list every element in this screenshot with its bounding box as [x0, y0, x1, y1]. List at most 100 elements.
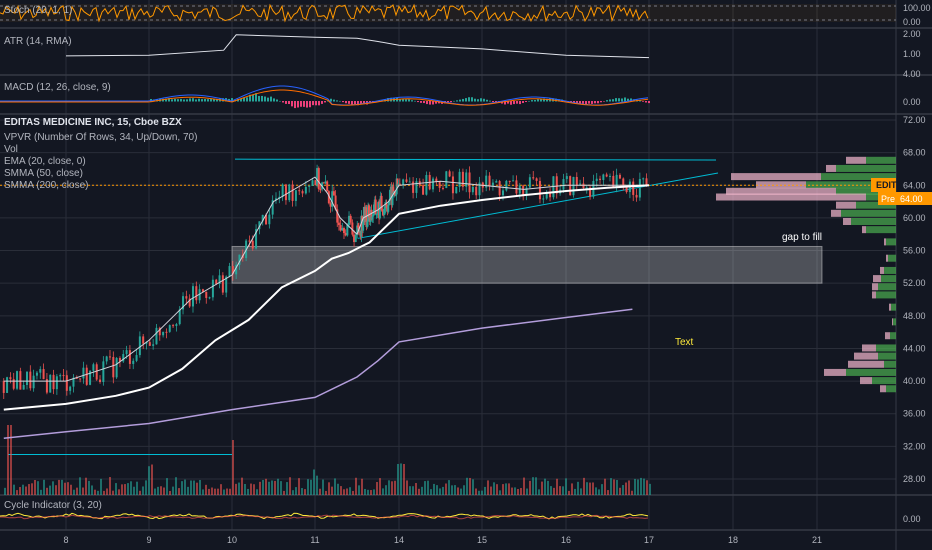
smma50-label[interactable]: SMMA (50, close): [4, 168, 83, 179]
candle-body: [602, 174, 605, 180]
stoch-pane[interactable]: [0, 3, 896, 23]
y-tick-label: 2.00: [903, 29, 921, 39]
macd-hist-bar: [468, 97, 470, 102]
macd-hist-bar: [648, 101, 650, 104]
volume-bar: [34, 479, 36, 495]
candle-body: [22, 385, 25, 390]
candle-body: [178, 309, 181, 325]
volume-bar: [100, 478, 102, 495]
volume-bar: [598, 489, 600, 495]
volume-bar: [178, 488, 180, 495]
candle-body: [508, 180, 511, 182]
time-axis[interactable]: 8 9 10 11 14 15 16 17 18 21: [63, 535, 822, 545]
macd-hist-bar: [603, 101, 605, 102]
macd-hist-bar: [276, 99, 278, 102]
macd-hist-bar: [408, 99, 410, 102]
gap-annotation[interactable]: gap to fill: [782, 232, 822, 243]
volume-bar: [277, 478, 279, 495]
volume-bar: [82, 487, 84, 495]
volume-bar: [7, 425, 9, 495]
macd-hist-bar: [267, 97, 269, 102]
volume-bar: [529, 480, 531, 495]
macd-hist-bar: [426, 101, 428, 105]
candle-body: [9, 377, 12, 380]
macd-hist-bar: [357, 101, 359, 106]
x-tick-label: 16: [561, 535, 571, 545]
volume-bar: [418, 488, 420, 495]
vp-bar-up: [878, 352, 896, 360]
candle-body: [342, 228, 345, 234]
candle-body: [122, 354, 125, 362]
macd-hist-bar: [525, 101, 527, 103]
volume-bar: [235, 483, 237, 495]
candle-body: [535, 178, 538, 181]
volume-bar: [289, 477, 291, 495]
candle-body: [380, 195, 383, 211]
volume-bar: [43, 479, 45, 495]
volume-bar: [4, 487, 6, 495]
vp-bar-down: [843, 217, 851, 225]
volume-bar: [292, 490, 294, 495]
candle-body: [385, 203, 388, 208]
macd-hist-bar: [213, 98, 215, 102]
x-tick-label: 10: [227, 535, 237, 545]
text-annotation[interactable]: Text: [675, 337, 694, 348]
volume-bar: [565, 478, 567, 495]
vp-bar-up: [878, 283, 896, 291]
stoch-label[interactable]: Stoch (20, 1, 1): [4, 5, 72, 16]
price-axis[interactable]: 100.00 0.00 2.00 1.00 4.00 0.00 0.00 72.00 68.00…: [903, 3, 931, 524]
volume-bar: [553, 487, 555, 495]
macd-hist-bar: [507, 101, 509, 104]
cycle-pane[interactable]: [0, 512, 649, 520]
candle-body: [488, 175, 491, 186]
macd-label[interactable]: MACD (12, 26, close, 9): [4, 82, 111, 93]
volume-bar: [649, 483, 651, 495]
cycle-label[interactable]: Cycle Indicator (3, 20): [4, 500, 102, 511]
candle-body: [85, 367, 88, 385]
candle-body: [374, 199, 377, 215]
macd-hist-bar: [210, 98, 212, 102]
volume-bar: [568, 490, 570, 495]
macd-hist-bar: [306, 101, 308, 108]
candle-body: [425, 174, 428, 195]
candle-body: [522, 185, 525, 196]
smma200-label[interactable]: SMMA (200, close): [4, 180, 88, 191]
symbol-title[interactable]: EDITAS MEDICINE INC, 15, Cboe BZX: [4, 117, 182, 128]
volume-bar: [238, 482, 240, 495]
vp-bar-down: [860, 377, 872, 385]
candle-body: [65, 375, 68, 391]
candle-body: [367, 205, 370, 217]
volume-bar: [580, 488, 582, 495]
volume-bar: [166, 478, 168, 495]
atr-pane[interactable]: [65, 34, 650, 59]
macd-hist-bar: [309, 101, 311, 108]
macd-hist-bar: [174, 98, 176, 102]
macd-hist-bar: [273, 98, 275, 102]
vol-label[interactable]: Vol: [4, 144, 18, 155]
volume-bar: [415, 483, 417, 495]
macd-hist-bar: [246, 97, 248, 102]
macd-hist-bar: [279, 100, 281, 102]
volume-bar: [511, 487, 513, 495]
candle-body: [589, 187, 592, 197]
candle-body: [438, 181, 441, 188]
volume-bar: [256, 489, 258, 495]
candle-body: [251, 240, 254, 249]
atr-label[interactable]: ATR (14, RMA): [4, 36, 72, 47]
ema-label[interactable]: EMA (20, close, 0): [4, 156, 86, 167]
price-pane[interactable]: [0, 156, 896, 495]
vp-bar-down: [886, 254, 888, 262]
volume-bar: [250, 483, 252, 495]
y-tick-label: 28.00: [903, 474, 926, 484]
candle-body: [294, 190, 297, 201]
vp-bar-down: [848, 360, 884, 368]
macd-hist-bar: [531, 100, 533, 102]
macd-hist-bar: [321, 101, 323, 104]
vpvr-label[interactable]: VPVR (Number Of Rows, 34, Up/Down, 70): [4, 132, 197, 143]
macd-pane[interactable]: [0, 85, 650, 109]
volume-bar: [571, 483, 573, 495]
volume-bar: [190, 480, 192, 495]
candle-body: [642, 178, 645, 180]
gap-box: [231, 245, 823, 284]
